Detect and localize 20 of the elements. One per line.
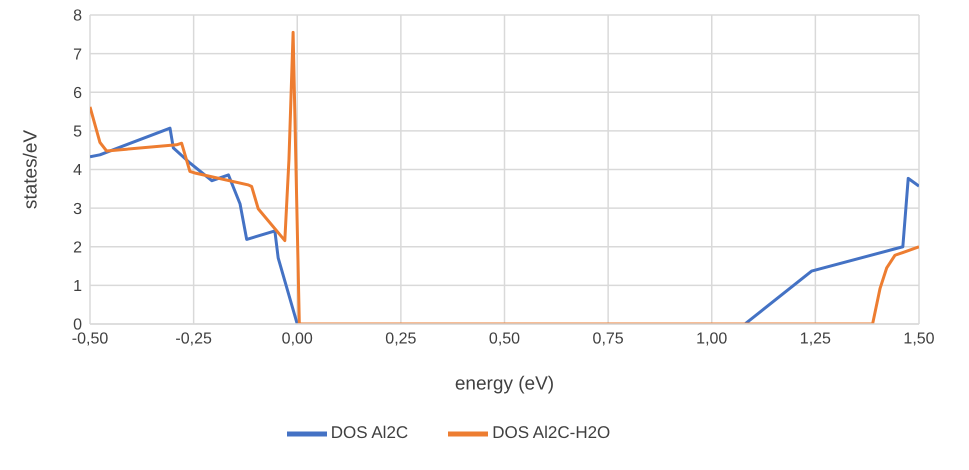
legend-label: DOS Al2C <box>330 423 408 442</box>
x-axis-title: energy (eV) <box>454 373 554 394</box>
y-tick-label: 8 <box>73 8 82 25</box>
x-tick-label: 0,75 <box>592 330 624 348</box>
x-tick-label: -0,25 <box>175 330 212 348</box>
y-axis-title: states/eV <box>20 130 42 210</box>
x-tick-label: 1,25 <box>800 330 832 348</box>
y-tick-label: 3 <box>73 200 82 218</box>
legend-label: DOS Al2C-H2O <box>492 423 610 442</box>
x-tick-label: 1,00 <box>696 330 728 348</box>
x-tick-label: 0,25 <box>385 330 417 348</box>
x-tick-label: 0,50 <box>488 330 520 348</box>
y-tick-label: 1 <box>73 278 82 296</box>
y-tick-label: 7 <box>73 46 82 64</box>
y-tick-label: 2 <box>73 239 82 256</box>
x-tick-label: 0,00 <box>282 330 313 348</box>
y-tick-label: 6 <box>73 84 82 102</box>
y-tick-label: 5 <box>73 124 82 141</box>
x-tick-label: 1,50 <box>903 330 935 348</box>
y-tick-label: 4 <box>73 162 82 180</box>
